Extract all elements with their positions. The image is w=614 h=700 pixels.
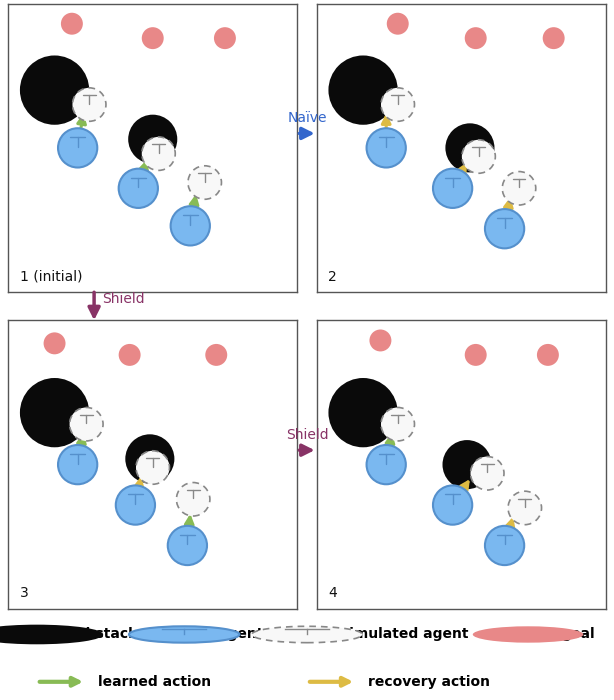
Circle shape	[502, 172, 536, 205]
Circle shape	[462, 140, 495, 174]
Text: 4: 4	[328, 587, 337, 601]
Circle shape	[142, 137, 175, 170]
Circle shape	[136, 451, 169, 484]
Text: agent: agent	[218, 627, 263, 641]
Circle shape	[443, 440, 492, 489]
Circle shape	[328, 378, 398, 447]
Text: recovery action: recovery action	[368, 675, 491, 689]
Circle shape	[465, 27, 487, 49]
Text: Shield: Shield	[103, 293, 145, 307]
Circle shape	[381, 88, 414, 121]
Circle shape	[119, 344, 141, 366]
Circle shape	[252, 626, 362, 643]
Circle shape	[58, 445, 97, 484]
Circle shape	[465, 344, 487, 366]
Text: Shield: Shield	[286, 428, 328, 442]
Circle shape	[176, 482, 210, 516]
Circle shape	[171, 206, 210, 246]
Circle shape	[128, 115, 177, 164]
Circle shape	[485, 209, 524, 248]
Circle shape	[470, 456, 504, 490]
Circle shape	[116, 485, 155, 525]
Circle shape	[44, 332, 66, 354]
Text: goal: goal	[562, 627, 596, 641]
Circle shape	[433, 485, 472, 525]
Circle shape	[72, 88, 106, 121]
Circle shape	[129, 626, 239, 643]
Circle shape	[328, 55, 398, 125]
Circle shape	[20, 55, 89, 125]
Circle shape	[445, 123, 494, 172]
Circle shape	[119, 169, 158, 208]
Circle shape	[485, 526, 524, 565]
Text: 1 (initial): 1 (initial)	[20, 270, 82, 284]
Circle shape	[58, 128, 97, 167]
Text: obstacle: obstacle	[77, 627, 143, 641]
Circle shape	[0, 624, 103, 644]
Circle shape	[433, 169, 472, 208]
Circle shape	[188, 166, 222, 200]
Text: learned action: learned action	[98, 675, 211, 689]
Circle shape	[125, 434, 174, 484]
Circle shape	[168, 526, 207, 565]
Circle shape	[20, 378, 89, 447]
Circle shape	[543, 27, 565, 49]
Circle shape	[205, 344, 227, 366]
Circle shape	[61, 13, 83, 35]
Text: 2: 2	[328, 270, 337, 284]
Circle shape	[381, 407, 414, 441]
Circle shape	[473, 626, 583, 643]
Circle shape	[142, 27, 164, 49]
Circle shape	[387, 13, 409, 35]
Text: 3: 3	[20, 587, 29, 601]
Circle shape	[214, 27, 236, 49]
Circle shape	[367, 128, 406, 167]
Circle shape	[537, 344, 559, 366]
Circle shape	[508, 491, 542, 525]
Text: Naïve: Naïve	[287, 111, 327, 125]
Text: simulated agent: simulated agent	[341, 627, 468, 641]
Circle shape	[370, 330, 391, 351]
Circle shape	[367, 445, 406, 484]
Circle shape	[69, 407, 103, 441]
